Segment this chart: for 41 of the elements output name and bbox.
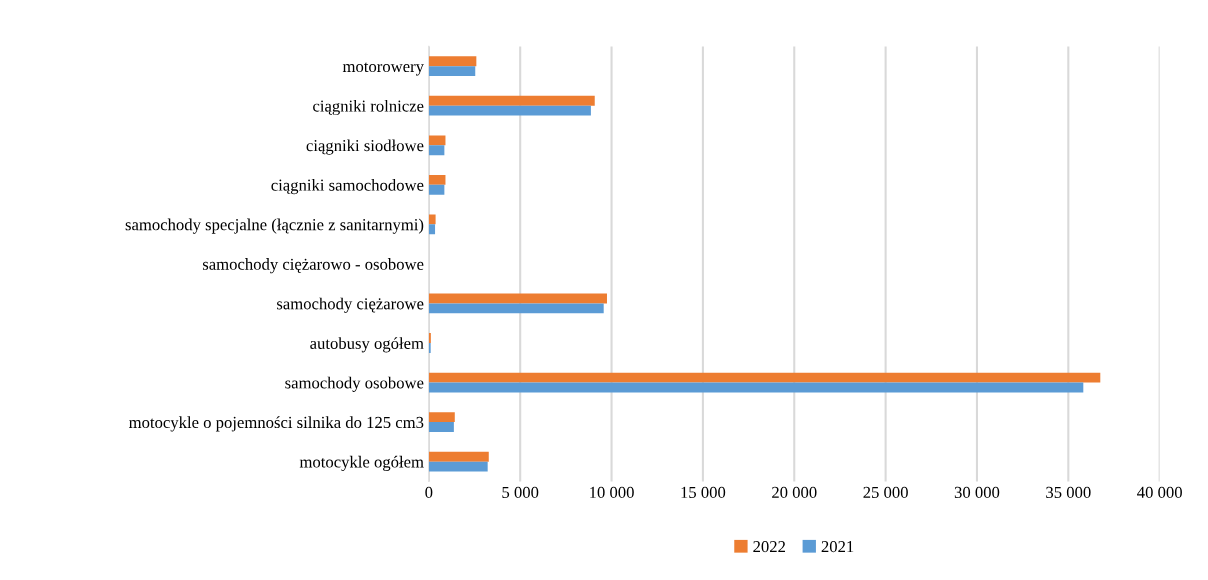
bar xyxy=(428,224,436,235)
bar xyxy=(428,412,455,423)
bar xyxy=(428,214,436,225)
y-tick-label: ciągniki siodłowe xyxy=(306,139,424,155)
y-tick-label: samochody ciężarowo - osobowe xyxy=(202,258,424,274)
bar xyxy=(428,105,591,116)
x-tick-label: 25 000 xyxy=(863,486,908,498)
bar xyxy=(428,145,445,156)
bar xyxy=(428,56,477,67)
x-tick-label: 40 000 xyxy=(1137,486,1182,498)
bar xyxy=(428,293,607,304)
y-tick-label: motorowery xyxy=(342,62,424,76)
x-tick-label: 5 000 xyxy=(502,486,539,498)
bar xyxy=(428,461,488,472)
legend-label: 2021 xyxy=(821,540,854,553)
y-tick-label: autobusy ogółem xyxy=(310,337,424,353)
bar xyxy=(428,382,1084,393)
bar xyxy=(428,451,489,462)
bar xyxy=(428,95,595,106)
x-tick-label: 15 000 xyxy=(681,486,726,498)
bar xyxy=(428,184,445,195)
bar xyxy=(428,66,476,77)
y-tick-label: samochody specjalne (łącznie z sanitarnymi) xyxy=(125,218,424,234)
bar xyxy=(428,372,1101,383)
y-tick-label: motocykle ogółem xyxy=(299,455,424,472)
y-tick-label: ciągniki samochodowe xyxy=(271,179,424,195)
y-tick-label: motocykle o pojemności silnika do 125 cm3 xyxy=(128,416,424,432)
bar xyxy=(428,422,454,432)
bar xyxy=(428,174,446,185)
x-tick-label: 35 000 xyxy=(1046,486,1091,498)
x-tick-label: 20 000 xyxy=(772,486,817,498)
legend-label: 2022 xyxy=(753,540,786,553)
x-tick-label: 10 000 xyxy=(590,486,634,498)
y-tick-label: samochody osobowe xyxy=(285,376,424,392)
x-tick-label: 30 000 xyxy=(954,486,1000,498)
y-tick-label: ciągniki rolnicze xyxy=(313,99,424,116)
bar xyxy=(428,303,604,314)
y-tick-label: samochody ciężarowe xyxy=(277,297,424,313)
bar xyxy=(428,135,446,146)
x-tick-label: 0 xyxy=(425,486,433,498)
bar xyxy=(428,333,431,343)
